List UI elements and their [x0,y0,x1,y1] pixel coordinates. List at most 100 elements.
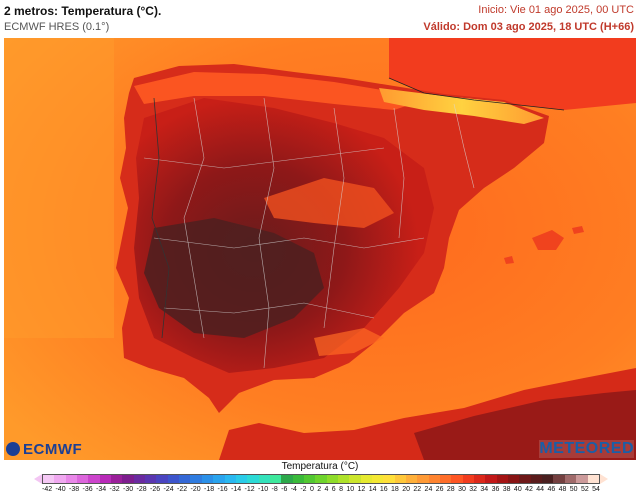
france-border [388,77,565,111]
legend-tick: 4 [324,486,329,493]
legend-tick: 48 [558,486,567,493]
legend-tick: -40 [55,486,66,493]
legend-swatch [156,475,168,483]
atlantic-cooler-area [4,38,114,338]
temperature-map [4,38,636,460]
legend-swatch [88,475,100,483]
legend-tick: 54 [592,486,600,493]
legend-swatch [474,475,486,483]
legend-tick: 20 [402,486,410,493]
legend-swatch [326,475,338,483]
legend-swatch [111,475,123,483]
legend-tick: 34 [480,486,489,493]
rif-hot-area [414,390,636,460]
legend-swatch [383,475,395,483]
legend-swatch [394,475,406,483]
legend-tick: 14 [368,486,377,493]
legend-tick: 24 [424,486,433,493]
legend-swatch [167,475,180,483]
legend-tick: -24 [163,486,174,493]
legend-swatch [303,475,316,483]
legend-tick: 40 [513,486,522,493]
legend-tick: 16 [379,486,388,493]
legend-tick: -42 [42,486,53,493]
legend-swatch [485,475,497,483]
header: 2 metros: Temperatura (°C). ECMWF HRES (… [0,0,640,38]
model-label: ECMWF HRES (0.1°) [4,21,110,33]
legend-swatch [122,475,134,483]
mallorca [532,230,564,250]
legend-swatch [462,475,475,483]
legend-tick: 38 [502,486,511,493]
legend-tick: 18 [391,486,399,493]
legend-tick: 10 [346,486,355,493]
legend-tick: 2 [317,486,322,493]
legend-tick: -36 [82,486,93,493]
ibiza [504,256,514,264]
legend-tick: -2 [300,486,307,493]
legend-swatch [224,475,236,483]
legend-tick: 12 [357,486,366,493]
legend-swatch [553,475,565,483]
legend-tick: 42 [525,486,533,493]
globe-icon [6,442,20,456]
legend-swatch [77,475,89,483]
ecmwf-logo: ECMWF [6,441,82,458]
legend-swatch [587,475,599,483]
legend-swatch [247,475,259,483]
legend-tick: -22 [177,486,188,493]
legend-swatch [190,475,202,483]
legend-swatch [258,475,270,483]
legend-tick: 30 [458,486,466,493]
legend-tick: -14 [231,486,242,493]
legend-swatch [406,475,418,483]
legend-tick: -16 [217,486,228,493]
legend-swatch [337,475,350,483]
legend-swatch [65,475,78,483]
valid-time: Válido: Dom 03 ago 2025, 18 UTC (H+66) [423,21,634,33]
legend-arrow-right [600,474,608,484]
legend-swatch [417,475,429,483]
legend-swatch [133,475,146,483]
legend-tick: -6 [281,486,288,493]
legend-swatch [292,475,304,483]
legend-swatch [542,475,554,483]
legend-tick: -26 [150,486,161,493]
legend-title: Temperatura (°C) [281,461,359,472]
legend-swatch [564,475,577,483]
legend-color-bar [42,474,600,484]
legend-tick: 52 [580,486,589,493]
legend-tick: -18 [204,486,215,493]
legend-swatch [281,475,293,483]
legend-tick: 28 [446,486,455,493]
legend-tick: -30 [123,486,134,493]
legend-tick: -32 [109,486,120,493]
legend-tick: -10 [258,486,269,493]
legend-tick: 26 [435,486,444,493]
legend-swatch [530,475,543,483]
legend-tick: -28 [136,486,147,493]
legend-arrow-left [34,474,42,484]
legend-tick: 46 [547,486,556,493]
legend-tick: -4 [290,486,297,493]
legend-swatch [508,475,520,483]
legend-tick-labels: -42 -40 -38 -36 -34 -32 -30 -28 -26 -24 -22 -20 -18-… [42,486,600,493]
legend-tick: -12 [244,486,255,493]
legend-swatch [315,475,327,483]
sierra-nevada-cool [314,328,384,356]
pyrenees-cool-band [379,88,544,124]
meteored-logo: METEORED [539,440,634,458]
legend-tick: -8 [271,486,278,493]
map-svg [4,38,636,460]
legend-tick: 6 [331,486,336,493]
legend-tick: 8 [339,486,343,493]
legend-swatch [201,475,214,483]
legend-swatch [145,475,157,483]
legend-swatch [179,475,191,483]
legend-swatch [428,475,441,483]
france-area [389,38,636,110]
legend-swatch [43,475,55,483]
legend-swatch [99,475,112,483]
iberian-system-cool [264,178,394,228]
legend-swatch [496,475,509,483]
